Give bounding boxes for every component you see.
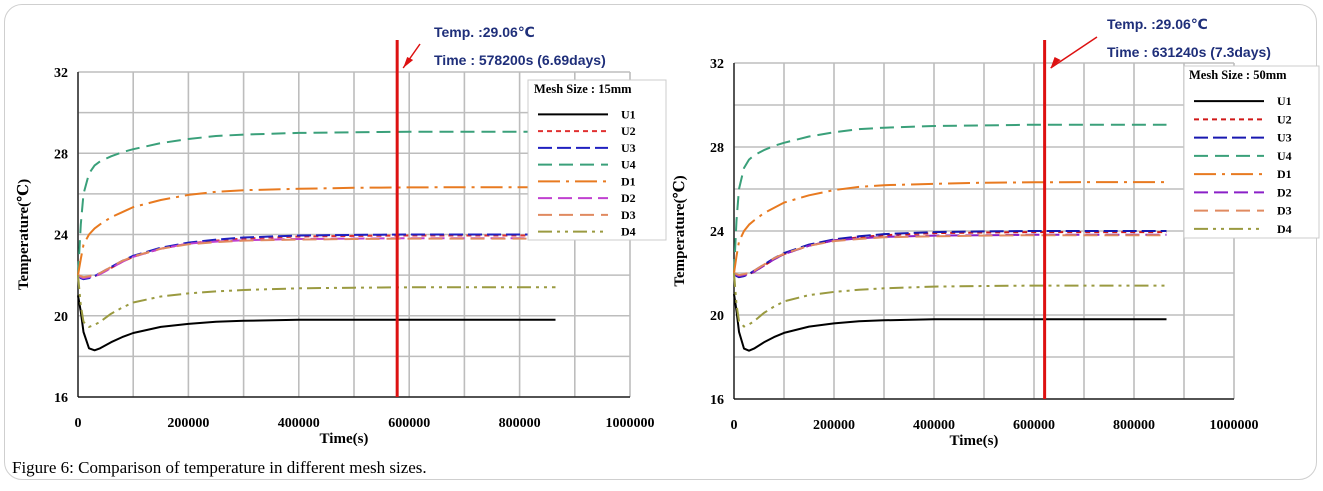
series-line-u3: [77, 233, 556, 281]
annotation-temperature: Temp. :29.06℃: [434, 24, 535, 40]
annotation-time: Time : 631240s (7.3days): [1107, 44, 1271, 60]
legend-label-u2: U2: [1277, 112, 1292, 126]
x-tick-label: 400000: [278, 416, 320, 431]
series-line-d2: [733, 233, 1167, 278]
x-tick-label: 600000: [1013, 418, 1055, 433]
chart-15mm: 16 20 24 28 32 0 200000 400000 600000 800000 10000…: [16, 24, 667, 447]
series-line-u2: [733, 231, 1167, 278]
legend-label-u1: U1: [621, 107, 636, 121]
annotation-arrowhead: [1050, 57, 1061, 68]
legend-box: [527, 79, 667, 241]
legend-label-d4: D4: [1277, 222, 1292, 236]
y-tick-label: 20: [54, 310, 68, 325]
y-tick-label: 28: [710, 141, 724, 156]
annotation-arrowhead: [403, 57, 414, 68]
series-line-u4: [733, 123, 1167, 274]
legend-label-d3: D3: [1277, 204, 1292, 218]
legend-label-d2: D2: [1277, 185, 1292, 199]
series-line-d3: [733, 234, 1167, 277]
series-line-u1: [733, 293, 1167, 352]
legend-label-d1: D1: [1277, 167, 1292, 181]
chart-panel-50mm: 16 20 24 28 32 0 200000 400000 600000 800000 10000…: [660, 0, 1323, 486]
legend-label-d3: D3: [621, 208, 636, 222]
series-line-d1: [733, 181, 1167, 274]
annotation-temperature: Temp. :29.06℃: [1107, 16, 1208, 32]
x-tick-label: 200000: [813, 418, 855, 433]
legend-label-u3: U3: [1277, 131, 1292, 145]
y-axis-label: Temperature(℃): [672, 175, 688, 286]
y-tick-label: 24: [54, 229, 68, 244]
chart-50mm: 16 20 24 28 32 0 200000 400000 600000 800000 10000…: [672, 16, 1320, 449]
legend: Mesh Size : 50mm U1 U2 U3 U4 D1 D2 D3 D4: [1183, 65, 1320, 239]
legend-label-d2: D2: [621, 191, 636, 205]
series-line-d2: [77, 237, 556, 280]
series-line-u3: [733, 230, 1167, 279]
legend-label-u2: U2: [621, 124, 636, 138]
y-tick-label: 16: [54, 391, 68, 406]
x-axis-label: Time(s): [320, 431, 369, 447]
legend: Mesh Size : 15mm U1 U2 U3 U4 D1 D2 D3 D4: [527, 79, 667, 241]
series-line-u4: [77, 130, 556, 276]
figure-caption: Figure 6: Comparison of temperature in d…: [12, 458, 427, 477]
legend-label-d1: D1: [621, 174, 636, 188]
x-tick-label: 1000000: [606, 416, 655, 431]
series-line-d4: [77, 275, 556, 328]
x-tick-label: 0: [75, 416, 82, 431]
legend-label-u4: U4: [1277, 149, 1292, 163]
series-line-d3: [77, 237, 556, 279]
x-tick-label: 800000: [1113, 418, 1155, 433]
annotation-arrow: [1050, 36, 1098, 69]
x-tick-label: 200000: [167, 416, 209, 431]
y-tick-label: 16: [710, 393, 724, 408]
y-tick-label: 32: [54, 66, 68, 81]
series-line-u2: [77, 234, 556, 280]
x-axis-label: Time(s): [950, 433, 999, 449]
legend-title: Mesh Size : 50mm: [1189, 68, 1287, 82]
chart-panel-15mm: 16 20 24 28 32 0 200000 400000 600000 800000 10000…: [16, 24, 667, 447]
series-line-d4: [733, 272, 1167, 328]
x-tick-label: 600000: [388, 416, 430, 431]
legend-label-u4: U4: [621, 158, 636, 172]
x-tick-label: 400000: [913, 418, 955, 433]
x-tick-label: 1000000: [1210, 418, 1259, 433]
legend-title: Mesh Size : 15mm: [534, 82, 632, 96]
x-tick-label: 0: [731, 418, 738, 433]
y-tick-label: 24: [710, 225, 724, 240]
x-tick-label: 800000: [499, 416, 541, 431]
series-line-d1: [77, 186, 556, 276]
legend-label-d4: D4: [621, 225, 636, 239]
y-tick-label: 32: [710, 57, 724, 72]
legend-box: [1183, 65, 1320, 239]
annotation-time: Time : 578200s (6.69days): [434, 52, 606, 68]
y-tick-label: 20: [710, 309, 724, 324]
y-tick-label: 28: [54, 147, 68, 162]
legend-label-u1: U1: [1277, 94, 1292, 108]
figure-frame: [4, 4, 1317, 480]
series-line-u1: [77, 295, 556, 352]
legend-label-u3: U3: [621, 141, 636, 155]
y-axis-label: Temperature(℃): [16, 179, 32, 290]
